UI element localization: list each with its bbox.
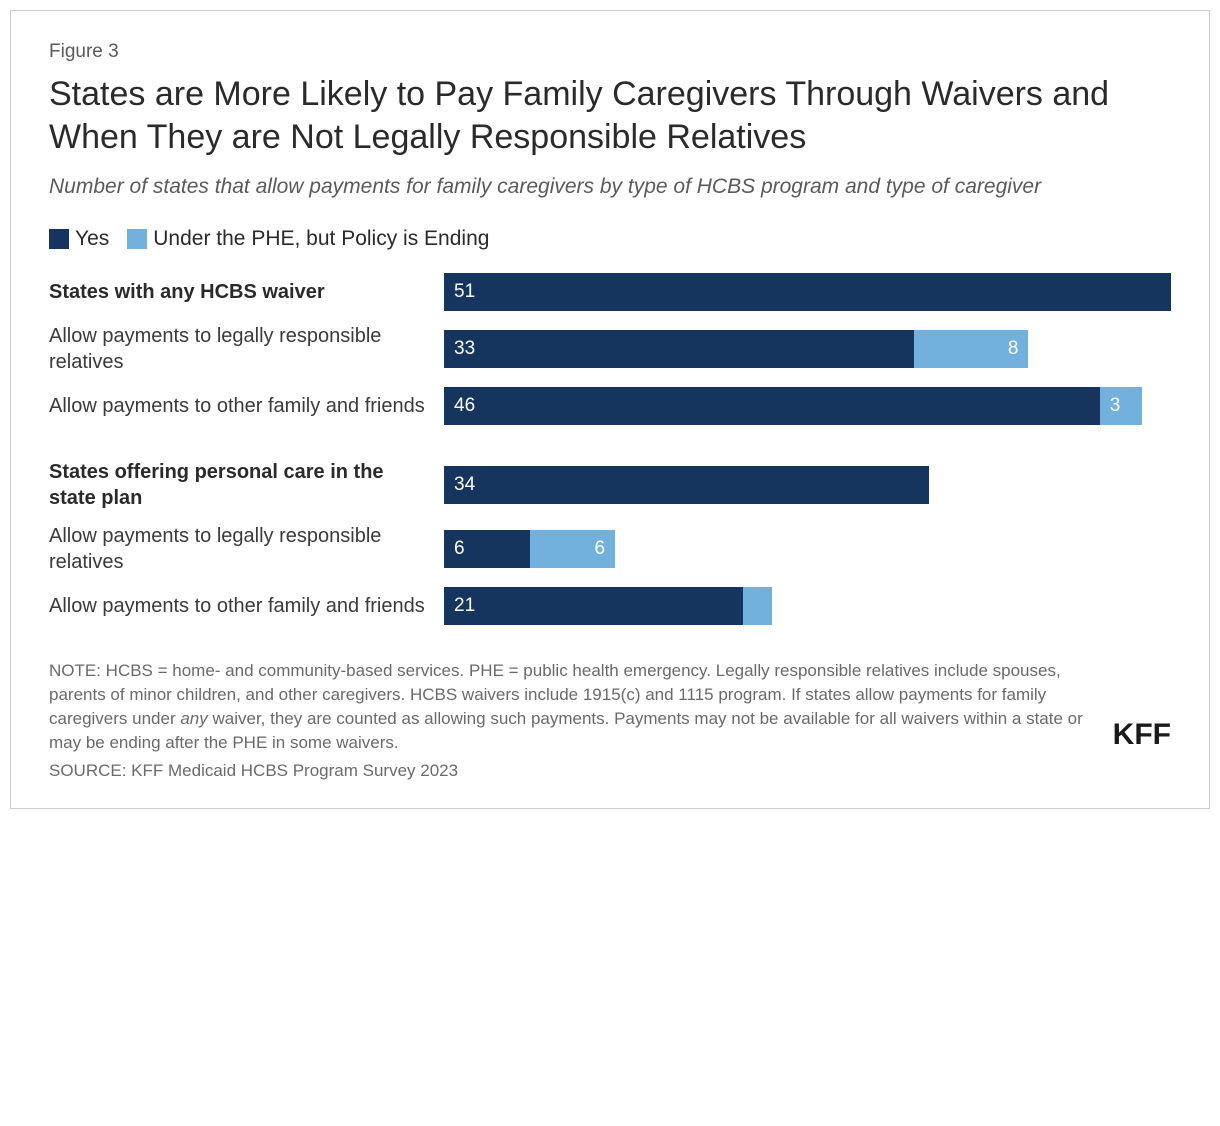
legend-swatch: [49, 229, 69, 249]
bar-track: 34: [444, 466, 1171, 504]
row-label: Allow payments to other family and frien…: [49, 393, 444, 419]
bar-segment-yes: 21: [444, 587, 743, 625]
figure-title: States are More Likely to Pay Family Car…: [49, 73, 1171, 158]
bar-segment-phe: 8: [914, 330, 1028, 368]
legend-label: Under the PHE, but Policy is Ending: [153, 227, 489, 251]
bar-segment-yes: 34: [444, 466, 929, 504]
chart-row: Allow payments to other family and frien…: [49, 387, 1171, 425]
bar-segment-phe: 3: [1100, 387, 1143, 425]
legend-item: Under the PHE, but Policy is Ending: [127, 227, 489, 251]
chart-group-header-row: States with any HCBS waiver51: [49, 273, 1171, 311]
chart-group: States with any HCBS waiver51Allow payme…: [49, 273, 1171, 425]
note-text-em: any: [180, 709, 207, 728]
group-header-label: States offering personal care in the sta…: [49, 459, 444, 511]
row-label: Allow payments to legally responsible re…: [49, 323, 444, 375]
bar-track: 463: [444, 387, 1171, 425]
bar-segment-phe: 6: [530, 530, 616, 568]
legend-item: Yes: [49, 227, 109, 251]
chart-area: States with any HCBS waiver51Allow payme…: [49, 273, 1171, 625]
chart-row: Allow payments to legally responsible re…: [49, 323, 1171, 375]
figure-subtitle: Number of states that allow payments for…: [49, 172, 1171, 201]
bar-segment-yes: 51: [444, 273, 1171, 311]
legend: Yes Under the PHE, but Policy is Ending: [49, 227, 1171, 251]
chart-group-header-row: States offering personal care in the sta…: [49, 459, 1171, 511]
legend-swatch: [127, 229, 147, 249]
chart-group: States offering personal care in the sta…: [49, 459, 1171, 625]
figure-container: Figure 3 States are More Likely to Pay F…: [10, 10, 1210, 809]
bar-segment-phe: [743, 587, 772, 625]
bar-track: 338: [444, 330, 1171, 368]
footer-area: NOTE: HCBS = home- and community-based s…: [49, 659, 1171, 782]
kff-logo: KFF: [1113, 718, 1171, 782]
bar-segment-yes: 46: [444, 387, 1100, 425]
note-block: NOTE: HCBS = home- and community-based s…: [49, 659, 1093, 782]
bar-track: 21: [444, 587, 1171, 625]
group-header-label: States with any HCBS waiver: [49, 279, 444, 305]
chart-row: Allow payments to other family and frien…: [49, 587, 1171, 625]
figure-number: Figure 3: [49, 41, 1171, 63]
row-label: Allow payments to other family and frien…: [49, 593, 444, 619]
legend-label: Yes: [75, 227, 109, 251]
source-text: SOURCE: KFF Medicaid HCBS Program Survey…: [49, 759, 1093, 783]
bar-track: 51: [444, 273, 1171, 311]
bar-segment-yes: 33: [444, 330, 914, 368]
bar-track: 66: [444, 530, 1171, 568]
chart-row: Allow payments to legally responsible re…: [49, 523, 1171, 575]
row-label: Allow payments to legally responsible re…: [49, 523, 444, 575]
bar-segment-yes: 6: [444, 530, 530, 568]
